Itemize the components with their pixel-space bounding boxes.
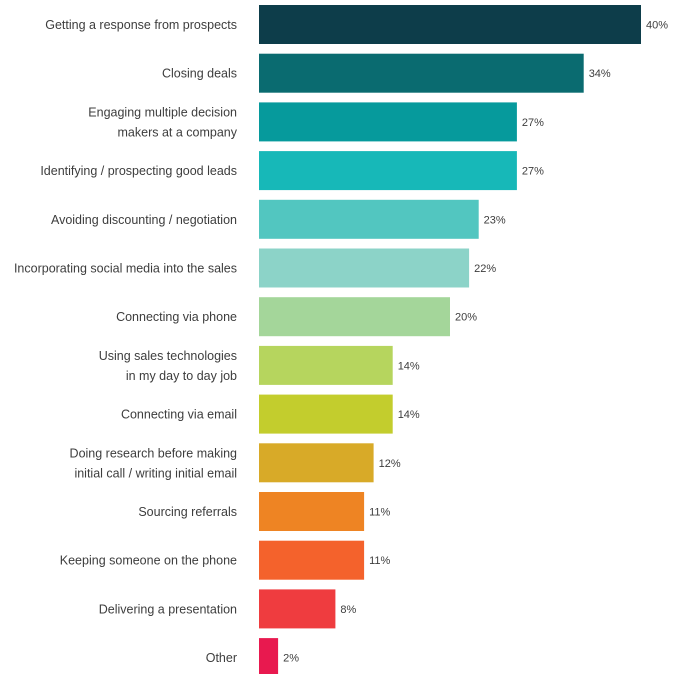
category-label: Doing research before making initial call… — [70, 446, 237, 480]
bar — [259, 443, 374, 483]
category-label: Connecting via email — [121, 408, 237, 422]
data-label: 14% — [398, 409, 420, 421]
category-label: Closing deals — [162, 67, 237, 81]
data-label: 23% — [484, 214, 506, 226]
bar — [259, 394, 393, 434]
category-label: Connecting via phone — [116, 310, 237, 324]
category-label: Getting a response from prospects — [45, 18, 237, 32]
bar — [259, 297, 450, 337]
bar — [259, 53, 584, 93]
category-label: Engaging multiple decision makers at a co… — [88, 105, 237, 139]
bar — [259, 638, 279, 674]
bar — [259, 540, 365, 580]
category-label: Delivering a presentation — [99, 602, 237, 616]
data-label: 34% — [589, 68, 611, 80]
category-label: Avoiding discounting / negotiation — [51, 213, 237, 227]
category-label: Identifying / prospecting good leads — [40, 164, 237, 178]
bar — [259, 151, 517, 191]
bar — [259, 199, 479, 239]
category-label: Incorporating social media into the sale… — [14, 262, 237, 276]
bar — [259, 102, 517, 142]
data-label: 14% — [398, 360, 420, 372]
category-label: Using sales technologies in my day to day… — [99, 349, 237, 383]
data-label: 12% — [379, 458, 401, 470]
data-label: 20% — [455, 312, 477, 324]
data-label: 22% — [474, 263, 496, 275]
bar — [259, 248, 470, 288]
bar — [259, 492, 365, 531]
data-label: 2% — [283, 653, 299, 665]
data-label: 11% — [369, 507, 390, 519]
plot-area: 40% Getting a response from prospects 34% C… — [14, 5, 668, 674]
category-label: Other — [206, 651, 237, 665]
category-label: Keeping someone on the phone — [60, 554, 237, 568]
bar — [259, 345, 393, 385]
category-label: Sourcing referrals — [138, 505, 237, 519]
data-label: 11% — [369, 555, 390, 567]
bar — [259, 5, 641, 44]
data-label: 27% — [522, 166, 544, 178]
data-label: 40% — [646, 20, 668, 32]
data-label: 8% — [340, 604, 356, 616]
data-label: 27% — [522, 117, 544, 129]
bar — [259, 589, 336, 629]
